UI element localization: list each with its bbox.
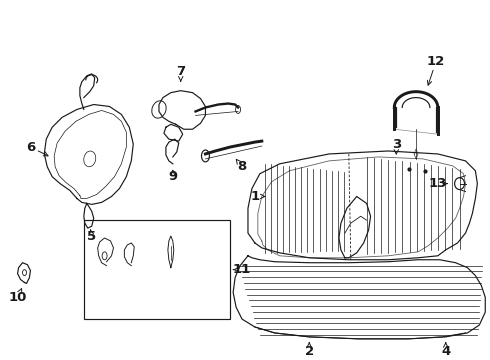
Text: 9: 9 bbox=[168, 170, 177, 183]
Text: 7: 7 bbox=[176, 66, 185, 78]
Text: 5: 5 bbox=[87, 230, 97, 243]
Bar bbox=[84, 220, 230, 319]
Text: 1: 1 bbox=[250, 190, 259, 203]
Text: 12: 12 bbox=[427, 55, 445, 68]
Text: 11: 11 bbox=[233, 263, 251, 276]
Text: 10: 10 bbox=[8, 291, 27, 304]
Text: 13: 13 bbox=[429, 177, 447, 190]
Text: 3: 3 bbox=[392, 138, 401, 150]
Text: 4: 4 bbox=[441, 345, 450, 358]
Text: 8: 8 bbox=[238, 160, 246, 173]
Text: 2: 2 bbox=[305, 345, 314, 358]
Text: 6: 6 bbox=[26, 140, 35, 153]
